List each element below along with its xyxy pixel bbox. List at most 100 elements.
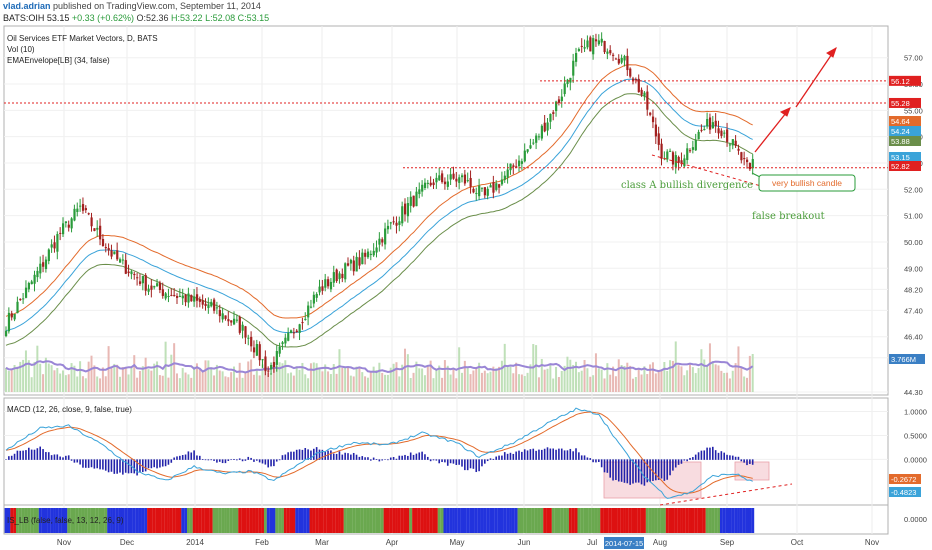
volume-bar xyxy=(734,363,737,392)
macd-histogram-bar xyxy=(429,459,432,462)
macd-histogram-bar xyxy=(680,459,683,464)
volume-bar xyxy=(227,377,230,392)
is-lb-bar xyxy=(548,508,552,533)
macd-histogram-bar xyxy=(677,459,680,465)
macd-histogram-bar xyxy=(258,459,261,463)
volume-bar xyxy=(746,377,748,392)
last-price: 53.15 xyxy=(46,13,70,23)
is-lb-bar xyxy=(694,508,698,533)
macd-histogram-bar xyxy=(233,459,235,460)
is-lb-bar xyxy=(329,508,333,533)
volume-bar xyxy=(195,363,198,392)
is-lb-bar xyxy=(295,508,299,533)
is-lb-bar xyxy=(711,508,715,533)
divergence-text: class A bullish divergence xyxy=(621,180,753,191)
macd-histogram-bar xyxy=(122,459,124,475)
volume-bar xyxy=(606,363,609,392)
macd-histogram-bar xyxy=(210,459,212,461)
volume-bar xyxy=(124,367,127,392)
is-lb-bar xyxy=(212,508,216,533)
is-lb-bar xyxy=(10,508,14,533)
divergence-trendline xyxy=(651,154,769,189)
volume-bar xyxy=(318,368,321,392)
is-lb-bar xyxy=(13,508,17,533)
volume-bar xyxy=(33,361,36,392)
volume-bar xyxy=(130,366,133,392)
is-lb-bar xyxy=(591,508,595,533)
volume-bar xyxy=(204,360,207,392)
macd-histogram-bar xyxy=(563,450,566,460)
is-lb-bar xyxy=(648,508,652,533)
macd-histogram-bar xyxy=(381,459,383,461)
macd-histogram-bar xyxy=(190,452,193,460)
macd-histogram-bar xyxy=(672,459,674,471)
macd-histogram-bar xyxy=(281,455,284,460)
candle xyxy=(24,287,28,298)
volume-bar xyxy=(478,362,481,392)
is-lb-bar xyxy=(702,508,706,533)
is-lb-bar xyxy=(101,508,105,533)
volume-bar xyxy=(537,377,540,392)
candle xyxy=(469,177,472,187)
is-lb-bar xyxy=(392,508,396,533)
is-lb-label[interactable]: IS_LB (false, false, 13, 12, 26, 9) xyxy=(7,516,124,525)
price-label-text: 54.24 xyxy=(891,127,910,136)
candle xyxy=(364,252,367,257)
is-lb-bar xyxy=(195,508,199,533)
macd-histogram-bar xyxy=(617,459,620,482)
volume-bar xyxy=(372,366,375,392)
is-lb-bar xyxy=(98,508,102,533)
macd-histogram-bar xyxy=(703,450,706,460)
macd-histogram-bar xyxy=(247,456,250,460)
ema-envelope-label[interactable]: EMAEnvelope[LB] (34, false) xyxy=(7,56,110,65)
macd-histogram-bar xyxy=(253,459,255,462)
macd-label[interactable]: MACD (12, 26, close, 9, false, true) xyxy=(7,405,132,414)
macd-histogram-bar xyxy=(489,458,492,460)
volume-bar xyxy=(76,376,79,392)
volume-bar xyxy=(640,374,643,392)
candle xyxy=(426,182,429,184)
price-label-box xyxy=(889,152,921,162)
macd-histogram-bar xyxy=(332,453,335,460)
is-lb-bar xyxy=(625,508,629,533)
candle xyxy=(421,184,424,192)
price-label-box xyxy=(889,136,921,146)
series-title[interactable]: Oil Services ETF Market Vectors, D, BATS xyxy=(7,34,158,43)
volume-indicator-label[interactable]: Vol (10) xyxy=(7,45,35,54)
candle xyxy=(213,299,216,311)
macd-histogram-bar xyxy=(224,459,227,464)
volume-bar xyxy=(136,377,139,392)
is-lb-bar xyxy=(537,508,541,533)
volume-bar xyxy=(446,365,449,392)
volume-bar xyxy=(609,374,612,392)
candle xyxy=(594,39,598,42)
macd-histogram-bar xyxy=(187,451,190,460)
candle xyxy=(543,122,546,132)
volume-bar xyxy=(255,370,258,392)
symbol-label: BATS:OIH xyxy=(3,13,45,23)
macd-histogram-bar xyxy=(623,459,626,483)
is-lb-bar xyxy=(235,508,239,533)
macd-histogram-bar xyxy=(506,453,509,460)
volume-bar xyxy=(347,366,349,392)
macd-histogram-bar xyxy=(116,459,118,474)
is-lb-bar xyxy=(272,508,276,533)
candle xyxy=(398,221,401,225)
volume-bar xyxy=(717,365,720,392)
is-lb-bar xyxy=(121,508,125,533)
candle xyxy=(520,161,524,164)
is-lb-bar xyxy=(201,508,205,533)
is-lb-bar xyxy=(147,508,150,533)
volume-bar xyxy=(341,367,344,392)
candle xyxy=(446,181,449,187)
is-lb-bar xyxy=(423,508,427,533)
volume-bar xyxy=(167,377,170,392)
macd-histogram-bar xyxy=(484,459,486,464)
volume-bar xyxy=(375,370,378,392)
author-link[interactable]: vlad.adrian xyxy=(3,1,51,11)
macd-histogram-bar xyxy=(620,459,623,482)
macd-histogram-bar xyxy=(87,459,90,468)
volume-bar xyxy=(378,362,381,392)
is-lb-bar xyxy=(643,508,646,533)
is-lb-bar xyxy=(409,508,413,533)
